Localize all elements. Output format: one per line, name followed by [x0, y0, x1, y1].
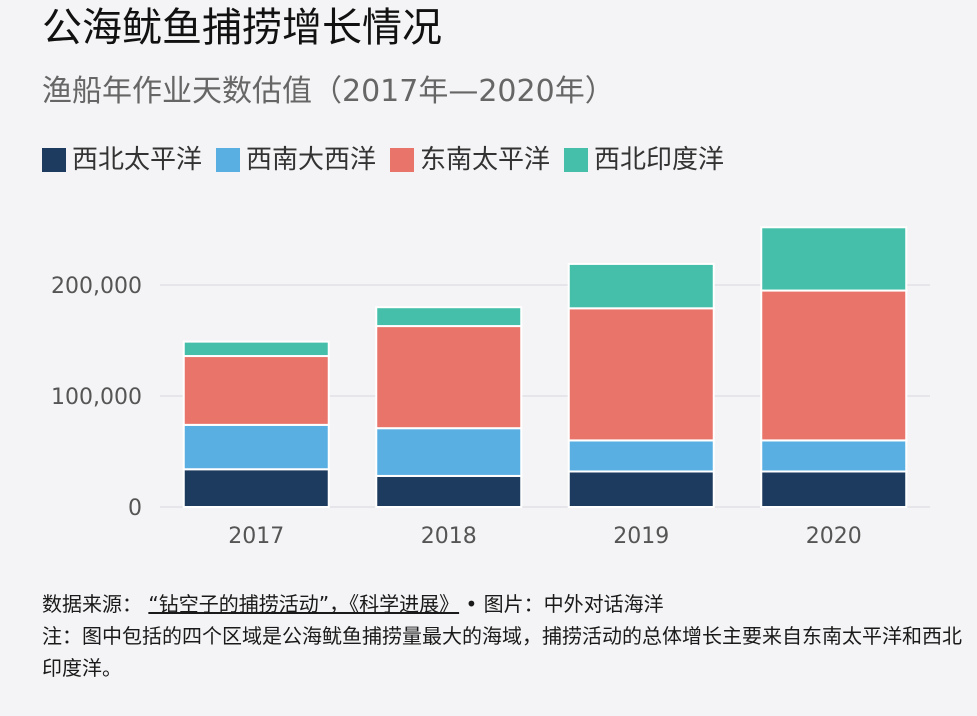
stacked-bar-chart: 0 100,000 200,000 2017 2018 2019 2020	[51, 226, 930, 549]
bar-segment	[760, 439, 908, 473]
legend-label: 西北印度洋	[594, 145, 725, 175]
legend-item: 西南大西洋	[216, 142, 376, 178]
y-axis-ticks: 0 100,000 200,000	[51, 274, 142, 521]
y-tick-label: 0	[128, 496, 142, 521]
bar-segment	[760, 226, 908, 292]
source-line: 数据来源： “钻空子的捕捞活动”，《科学进展》 • 图片：中外对话海洋	[42, 588, 962, 620]
bar-segment	[567, 439, 715, 473]
bar-segment	[760, 289, 908, 442]
chart-subtitle: 渔船年作业天数估值（2017年—2020年）	[42, 74, 615, 109]
legend: 西北太平洋 西南大西洋 东南太平洋 西北印度洋	[42, 142, 738, 178]
bar-segment	[567, 470, 715, 509]
legend-label: 西南大西洋	[246, 145, 377, 175]
x-tick-label: 2018	[421, 524, 477, 549]
chart-note: 注：图中包括的四个区域是公海鱿鱼捕捞量最大的海域，捕捞活动的总体增长主要来自东南…	[42, 624, 962, 680]
legend-label: 西北太平洋	[72, 145, 203, 175]
source-link[interactable]: “钻空子的捕捞活动”，《科学进展》	[148, 592, 460, 616]
chart-title: 公海鱿鱼捕捞增长情况	[42, 5, 442, 51]
x-tick-label: 2017	[228, 524, 284, 549]
x-tick-label: 2020	[806, 524, 862, 549]
y-tick-label: 100,000	[51, 385, 142, 410]
bar-segment	[375, 306, 523, 328]
bar-segment	[375, 325, 523, 430]
footer: 数据来源： “钻空子的捕捞活动”，《科学进展》 • 图片：中外对话海洋 注：图中…	[42, 588, 962, 684]
bar-segment	[182, 355, 330, 426]
legend-swatch	[216, 148, 241, 172]
legend-swatch	[42, 148, 66, 172]
image-credit: • 图片：中外对话海洋	[465, 592, 664, 616]
bar-segment	[760, 470, 908, 509]
y-tick-label: 200,000	[51, 274, 142, 299]
bar-segment	[375, 427, 523, 477]
legend-item: 东南太平洋	[390, 142, 550, 178]
source-prefix: 数据来源：	[42, 592, 142, 616]
bar-segment	[567, 307, 715, 442]
legend-label: 东南太平洋	[420, 145, 551, 175]
bar-segment	[567, 262, 715, 310]
legend-item: 西北印度洋	[564, 142, 724, 178]
bar-segment	[375, 474, 523, 509]
bar-segment	[182, 340, 330, 358]
x-tick-label: 2019	[613, 524, 669, 549]
legend-item: 西北太平洋	[42, 142, 202, 178]
legend-swatch	[564, 148, 589, 172]
bars	[182, 226, 908, 509]
bar-segment	[182, 468, 330, 509]
bar-segment	[182, 423, 330, 471]
x-axis-ticks: 2017 2018 2019 2020	[228, 524, 862, 549]
legend-swatch	[390, 148, 415, 172]
